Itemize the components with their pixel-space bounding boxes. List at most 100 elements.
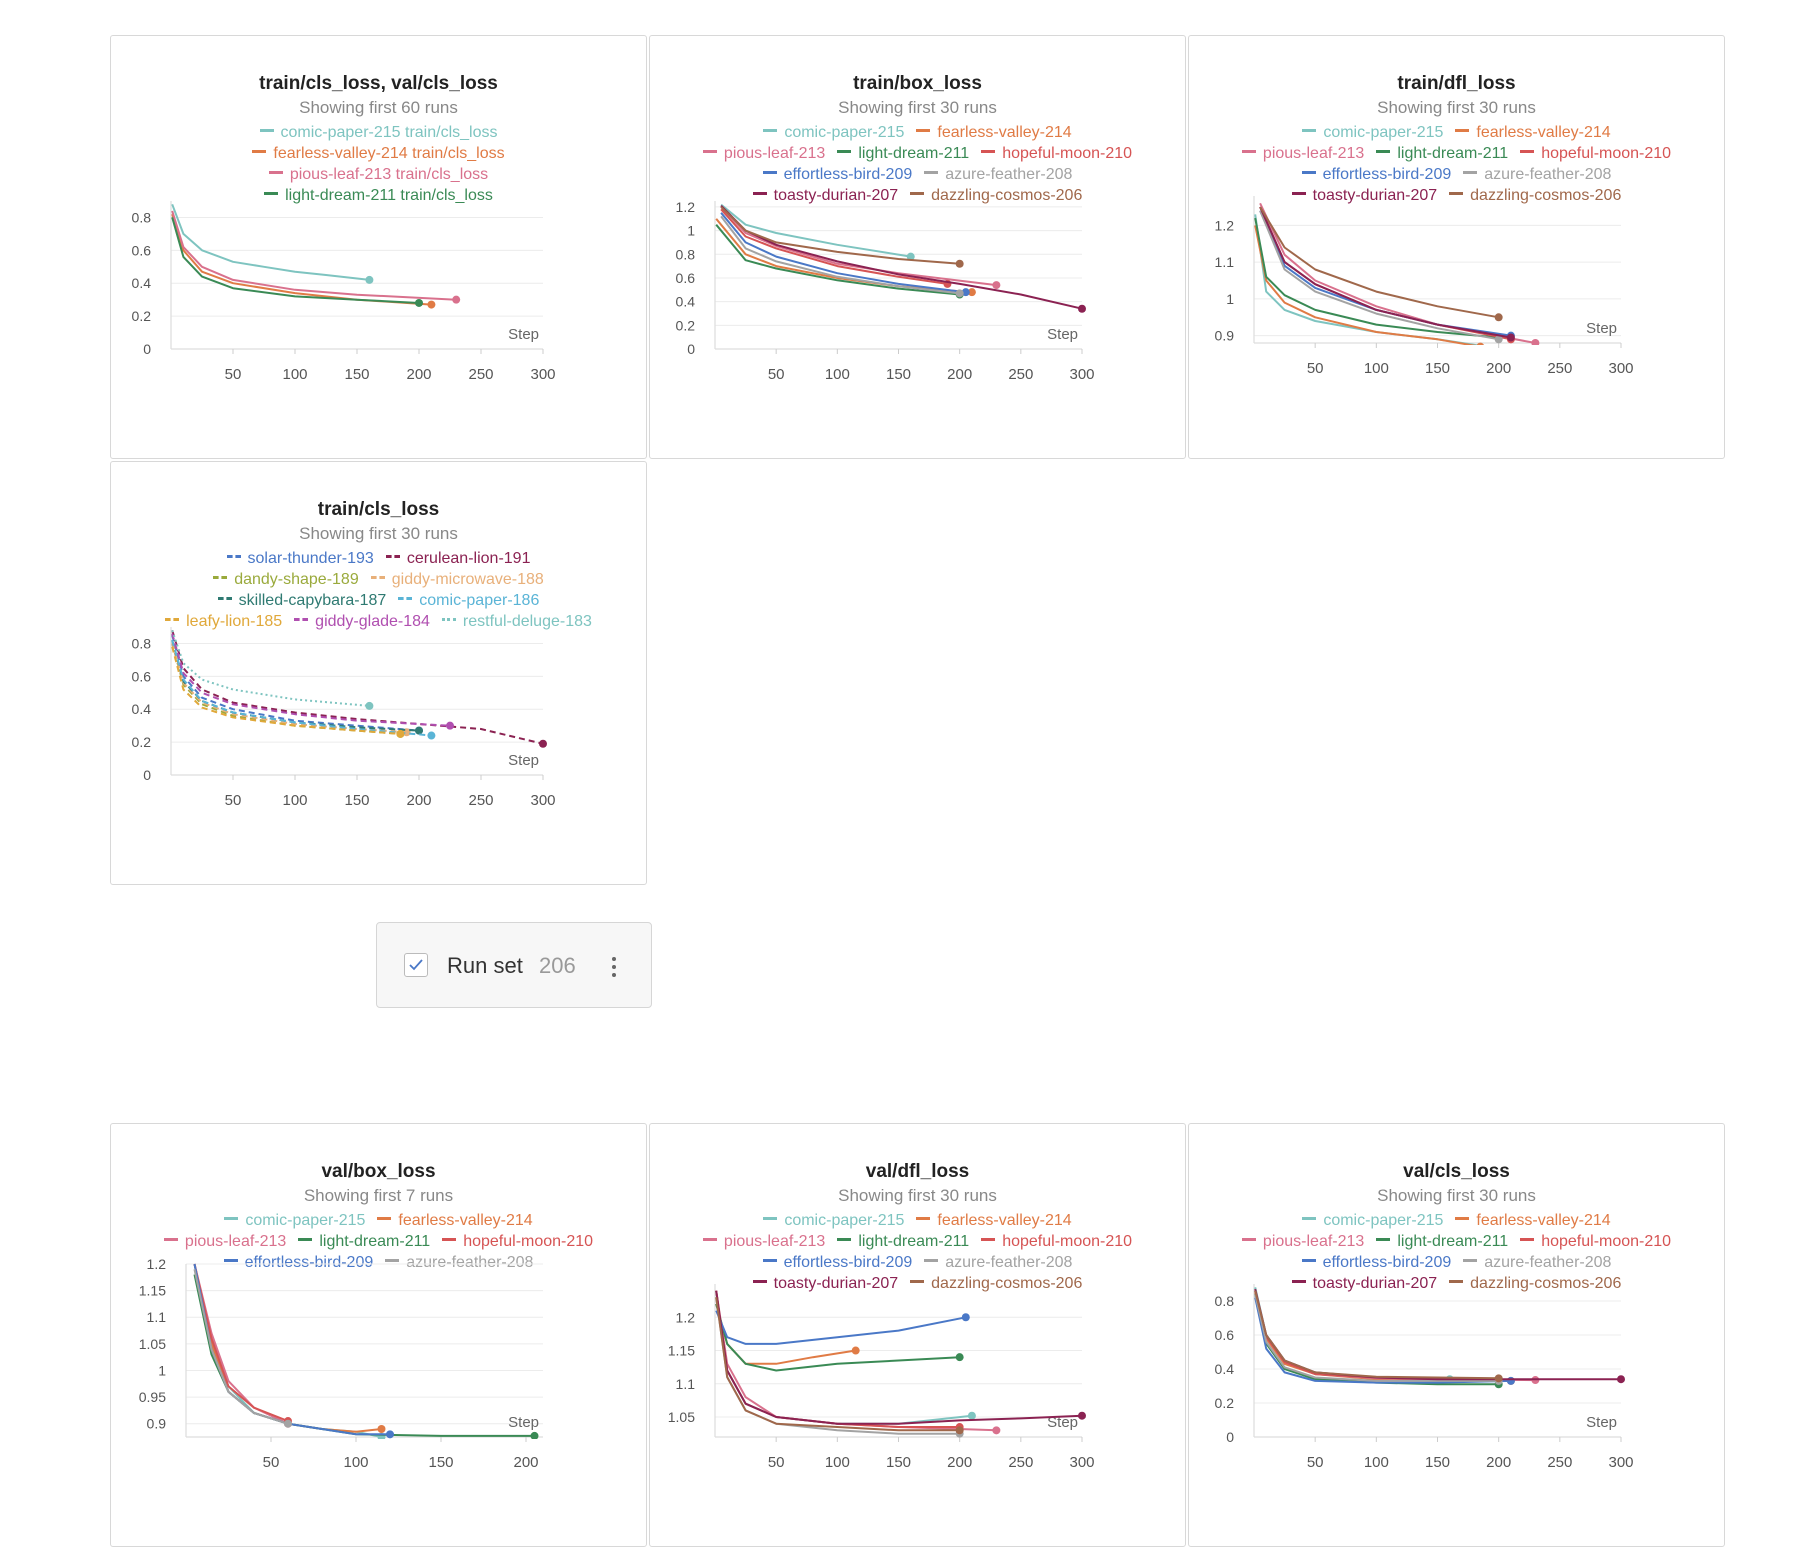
legend-item[interactable]: restful-deluge-183: [441, 611, 592, 632]
legend-item[interactable]: effortless-bird-209: [1301, 1252, 1451, 1273]
legend-item[interactable]: fearless-valley-214: [1455, 1210, 1611, 1231]
series-endpoint-cerulean-lion-191: [539, 739, 547, 748]
legend-swatch: [837, 150, 852, 154]
legend-item[interactable]: pious-leaf-213 train/cls_loss: [268, 164, 488, 185]
legend-item[interactable]: toasty-durian-207: [752, 1273, 898, 1294]
legend-item[interactable]: hopeful-moon-210: [981, 143, 1132, 164]
legend-item[interactable]: skilled-capybara-187: [217, 590, 386, 611]
series-line-azure-feather-208: [1254, 1293, 1499, 1382]
chart-panel-c1[interactable]: train/cls_loss, val/cls_loss Showing fir…: [110, 35, 647, 459]
legend-item[interactable]: dazzling-cosmos-206: [910, 185, 1082, 206]
legend-item[interactable]: fearless-valley-214: [916, 122, 1072, 143]
x-tick-label: 100: [343, 1454, 368, 1471]
legend-row: pious-leaf-213 light-dream-211 hopeful-moo…: [650, 1231, 1185, 1252]
chart-panel-c4[interactable]: train/cls_loss Showing first 30 runs sol…: [110, 461, 647, 885]
legend-item[interactable]: fearless-valley-214: [916, 1210, 1072, 1231]
legend-item[interactable]: fearless-valley-214: [1455, 122, 1611, 143]
legend-swatch: [1463, 171, 1478, 175]
legend-item[interactable]: cerulean-lion-191: [385, 548, 530, 569]
legend-item[interactable]: azure-feather-208: [924, 164, 1072, 185]
legend-item[interactable]: dazzling-cosmos-206: [1449, 185, 1621, 206]
chart-panel-c6[interactable]: val/dfl_loss Showing first 30 runs comic…: [649, 1123, 1186, 1547]
run-set-panel[interactable]: Run set 206: [376, 922, 652, 1008]
legend-item[interactable]: comic-paper-215: [763, 122, 904, 143]
chart-panel-c7[interactable]: val/cls_loss Showing first 30 runs comic…: [1188, 1123, 1725, 1547]
legend-swatch: [1455, 129, 1470, 133]
line-plot[interactable]: 0.9 0.95 1 1.05 1.1 1.15 1.2 50 100 150 200 Step: [111, 1124, 648, 1548]
line-plot[interactable]: 0 0.2 0.4 0.6 0.8 50 100 150 200 250 300 Step: [1189, 1124, 1726, 1548]
legend-item[interactable]: hopeful-moon-210: [442, 1231, 593, 1252]
legend-label: fearless-valley-214: [398, 1212, 533, 1229]
legend-row: effortless-bird-209 azure-feather-208: [111, 1252, 646, 1273]
legend-label: pious-leaf-213: [723, 145, 826, 162]
legend-item[interactable]: pious-leaf-213: [1241, 1231, 1364, 1252]
line-plot[interactable]: 0 0.2 0.4 0.6 0.8 1 1.2 50 100 150 200 250 300 Step: [650, 36, 1187, 460]
legend-label: azure-feather-208: [1484, 166, 1612, 183]
legend-item[interactable]: light-dream-211: [837, 143, 969, 164]
chart-panel-c3[interactable]: train/dfl_loss Showing first 30 runs com…: [1188, 35, 1725, 459]
legend-item[interactable]: light-dream-211: [837, 1231, 969, 1252]
legend-item[interactable]: dandy-shape-189: [213, 569, 359, 590]
series-line-light-dream-211: [171, 217, 420, 304]
legend-item[interactable]: effortless-bird-209: [1301, 164, 1451, 185]
legend-item[interactable]: pious-leaf-213: [702, 1231, 825, 1252]
legend-item[interactable]: light-dream-211: [298, 1231, 430, 1252]
legend-row: toasty-durian-207 dazzling-cosmos-206: [650, 1273, 1185, 1294]
y-tick-label: 0.8: [1215, 1293, 1235, 1309]
legend-item[interactable]: comic-paper-215: [1302, 1210, 1443, 1231]
legend-item[interactable]: giddy-glade-184: [294, 611, 430, 632]
legend-item[interactable]: effortless-bird-209: [762, 1252, 912, 1273]
chart-panel-c2[interactable]: train/box_loss Showing first 30 runs com…: [649, 35, 1186, 459]
legend-item[interactable]: pious-leaf-213: [163, 1231, 286, 1252]
legend-item[interactable]: solar-thunder-193: [226, 548, 374, 569]
legend-swatch: [916, 1217, 931, 1221]
legend-item[interactable]: comic-paper-215: [224, 1210, 365, 1231]
series-line-hopeful-moon-210: [193, 1263, 289, 1422]
legend-item[interactable]: comic-paper-215 train/cls_loss: [259, 122, 497, 143]
line-plot[interactable]: 0 0.2 0.4 0.6 0.8 50 100 150 200 250 300 Step: [111, 462, 648, 886]
legend-item[interactable]: azure-feather-208: [385, 1252, 533, 1273]
series-endpoint-effortless-bird-209: [1506, 1376, 1515, 1385]
line-plot[interactable]: 1.05 1.1 1.15 1.2 50 100 150 200 250 300 Step: [650, 1124, 1187, 1548]
run-set-checkbox[interactable]: [404, 953, 428, 977]
legend-item[interactable]: toasty-durian-207: [752, 185, 898, 206]
legend-item[interactable]: azure-feather-208: [1463, 1252, 1611, 1273]
x-tick-label: 150: [1425, 360, 1450, 377]
legend-label: comic-paper-215: [1323, 124, 1444, 141]
legend-item[interactable]: azure-feather-208: [1463, 164, 1611, 185]
legend-item[interactable]: toasty-durian-207: [1291, 1273, 1437, 1294]
legend-item[interactable]: azure-feather-208: [924, 1252, 1072, 1273]
legend-label: comic-paper-215: [784, 124, 905, 141]
chart-title: val/cls_loss: [1403, 1161, 1510, 1182]
legend-item[interactable]: dazzling-cosmos-206: [910, 1273, 1082, 1294]
legend-item[interactable]: light-dream-211: [1376, 143, 1508, 164]
legend-item[interactable]: toasty-durian-207: [1291, 185, 1437, 206]
x-tick-label: 300: [1069, 366, 1094, 383]
legend-item[interactable]: light-dream-211 train/cls_loss: [264, 185, 493, 206]
legend-item[interactable]: hopeful-moon-210: [1520, 1231, 1671, 1252]
line-plot[interactable]: 0 0.2 0.4 0.6 0.8 50 100 150 200 250 300 Step: [111, 36, 648, 460]
legend-item[interactable]: effortless-bird-209: [762, 164, 912, 185]
y-tick-label: 1: [687, 223, 695, 239]
chart-panel-c5[interactable]: val/box_loss Showing first 7 runs comic-…: [110, 1123, 647, 1547]
legend-item[interactable]: comic-paper-215: [763, 1210, 904, 1231]
legend-item[interactable]: giddy-microwave-188: [370, 569, 544, 590]
legend-item[interactable]: pious-leaf-213: [702, 143, 826, 164]
legend-swatch: [441, 618, 456, 622]
legend-label: azure-feather-208: [945, 1254, 1073, 1271]
more-options-icon[interactable]: [609, 955, 619, 979]
legend-item[interactable]: effortless-bird-209: [223, 1252, 373, 1273]
legend-item[interactable]: comic-paper-186: [398, 590, 539, 611]
legend-item[interactable]: light-dream-211: [1376, 1231, 1508, 1252]
legend-item[interactable]: fearless-valley-214: [377, 1210, 533, 1231]
line-plot[interactable]: 0.9 1 1.1 1.2 50 100 150 200 250 300 Step: [1189, 36, 1726, 460]
legend-item[interactable]: leafy-lion-185: [165, 611, 282, 632]
legend-item[interactable]: dazzling-cosmos-206: [1449, 1273, 1621, 1294]
y-tick-label: 1: [158, 1362, 166, 1378]
legend-item[interactable]: comic-paper-215: [1302, 122, 1443, 143]
y-tick-label: 0: [143, 341, 151, 357]
legend-item[interactable]: fearless-valley-214 train/cls_loss: [252, 143, 505, 164]
legend-item[interactable]: hopeful-moon-210: [1520, 143, 1671, 164]
legend-item[interactable]: hopeful-moon-210: [981, 1231, 1132, 1252]
legend-item[interactable]: pious-leaf-213: [1241, 143, 1364, 164]
